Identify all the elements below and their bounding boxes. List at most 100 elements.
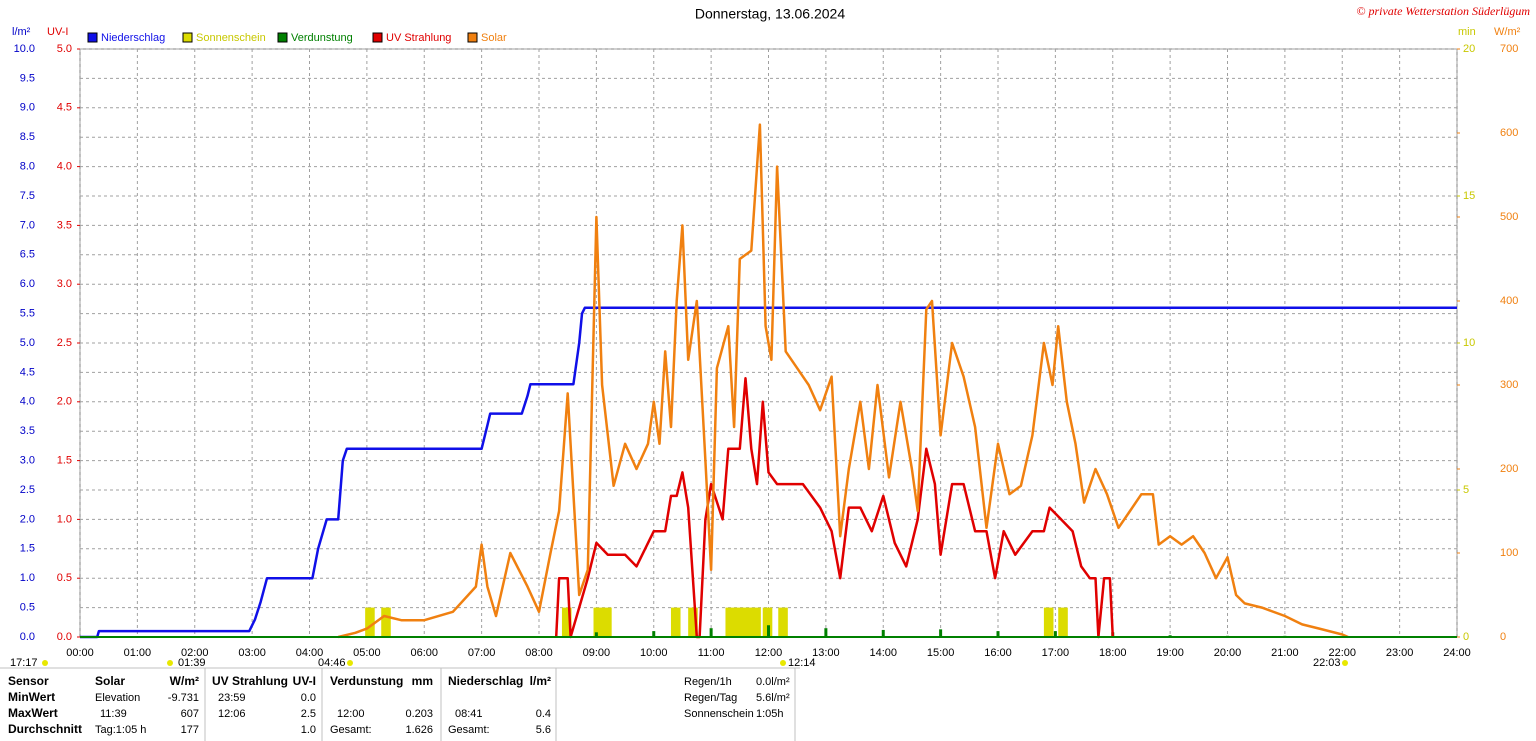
legend-swatch [277, 32, 288, 43]
x-tick-label: 16:00 [984, 647, 1012, 659]
sun-time: 17:17 [10, 657, 38, 669]
x-tick-label: 00:00 [66, 647, 94, 659]
y-tick-label: 2.5 [57, 337, 72, 349]
x-tick-label: 24:00 [1443, 647, 1471, 659]
table-cell: 08:41 [455, 708, 483, 720]
table-cell: l/m² [530, 674, 551, 688]
x-tick-label: 08:00 [525, 647, 553, 659]
y-tick-label: 4.0 [20, 396, 35, 408]
sun-icon [347, 660, 353, 666]
sun-time: 22:03 [1313, 657, 1341, 669]
y-tick-label: 300 [1500, 379, 1518, 391]
table-cell: 607 [181, 708, 199, 720]
evaporation-bar [824, 628, 828, 637]
table-cell: mm [412, 674, 433, 688]
x-tick-label: 18:00 [1099, 647, 1127, 659]
y-tick-label: 7.0 [20, 219, 35, 231]
sun-icon [167, 660, 173, 666]
y-tick-label: 5.0 [57, 43, 72, 55]
y-tick-label: 4.5 [57, 102, 72, 114]
table-cell: Sensor [8, 674, 49, 688]
table-cell: 11:39 [100, 708, 127, 720]
table-cell: MaxWert [8, 706, 58, 720]
sunshine-bar [365, 607, 375, 637]
table-cell: 5.6 [536, 724, 551, 736]
y-tick-label: 8.0 [20, 161, 35, 173]
table-cell: 23:59 [218, 692, 246, 704]
sunshine-bar [725, 607, 736, 637]
sunshine-bar [561, 607, 572, 637]
y-tick-label: 5.0 [20, 337, 35, 349]
y-tick-label: 400 [1500, 295, 1518, 307]
table-cell: UV-I [293, 674, 316, 688]
summary-cell: Regen/1h [684, 676, 732, 688]
legend-label: Solar [481, 32, 507, 44]
table-cell: 12:00 [337, 708, 365, 720]
x-tick-label: 14:00 [869, 647, 897, 659]
sunshine-bar [1043, 607, 1054, 637]
y-tick-label: 2.0 [20, 513, 35, 525]
table-cell: Solar [95, 674, 125, 688]
copyright: © private Wetterstation Süderlügum [1356, 4, 1530, 18]
y-tick-label: 500 [1500, 211, 1518, 223]
y-tick-label: 700 [1500, 43, 1518, 55]
x-tick-label: 20:00 [1214, 647, 1242, 659]
y-tick-label: 0 [1500, 631, 1506, 643]
y-tick-label: 3.0 [57, 278, 72, 290]
table-cell: 1.626 [405, 724, 433, 736]
y-tick-label: 3.0 [20, 455, 35, 467]
y-tick-label: 1.5 [57, 455, 72, 467]
evaporation-bar [939, 629, 943, 637]
evaporation-bar [652, 631, 656, 637]
sunshine-bar [593, 607, 604, 637]
legend-swatch [467, 32, 478, 43]
legend-swatch [182, 32, 193, 43]
y-tick-label: 0 [1463, 631, 1469, 643]
x-tick-label: 22:00 [1328, 647, 1356, 659]
table-cell: Elevation [95, 692, 140, 704]
y-tick-label: 6.0 [20, 278, 35, 290]
legend-label: UV Strahlung [386, 32, 451, 44]
axis-title: W/m² [1494, 26, 1521, 38]
y-tick-label: 1.0 [57, 513, 72, 525]
table-cell: 177 [181, 724, 199, 736]
table-cell: Verdunstung [330, 674, 403, 688]
y-tick-label: 10 [1463, 337, 1475, 349]
x-tick-label: 12:00 [755, 647, 783, 659]
x-tick-label: 07:00 [468, 647, 496, 659]
sunshine-bar [688, 607, 698, 637]
evaporation-bar [996, 631, 1000, 637]
x-tick-label: 21:00 [1271, 647, 1299, 659]
x-tick-label: 06:00 [410, 647, 438, 659]
y-tick-label: 10.0 [14, 43, 35, 55]
chart-title: Donnerstag, 13.06.2024 [695, 6, 845, 22]
evaporation-bar [881, 629, 885, 637]
table-cell: Niederschlag [448, 674, 523, 688]
summary-cell: Sonnenschein [684, 708, 754, 720]
x-tick-label: 13:00 [812, 647, 840, 659]
table-cell: 0.4 [536, 708, 551, 720]
sunshine-bar [742, 607, 753, 637]
legend-swatch [87, 32, 98, 43]
y-tick-label: 1.5 [20, 543, 35, 555]
series-line [337, 123, 1349, 639]
y-tick-label: 9.5 [20, 72, 35, 84]
y-tick-label: 100 [1500, 547, 1518, 559]
legend-label: Verdunstung [291, 32, 353, 44]
sunshine-bar [762, 607, 773, 637]
sunshine-bar [1058, 607, 1068, 637]
y-tick-label: 0.5 [20, 602, 35, 614]
table-cell: 2.5 [301, 708, 316, 720]
y-tick-label: 0.0 [20, 631, 35, 643]
table-cell: Gesamt: [330, 724, 372, 736]
x-tick-label: 23:00 [1386, 647, 1414, 659]
table-cell: -9.731 [168, 692, 199, 704]
evaporation-bar [709, 628, 713, 637]
y-tick-label: 5 [1463, 484, 1469, 496]
table-cell: 0.0 [301, 692, 316, 704]
summary-cell: 1:05h [756, 708, 784, 720]
table-cell: W/m² [170, 674, 199, 688]
axis-title: UV-I [47, 26, 68, 38]
y-tick-label: 1.0 [20, 572, 35, 584]
y-tick-label: 600 [1500, 127, 1518, 139]
